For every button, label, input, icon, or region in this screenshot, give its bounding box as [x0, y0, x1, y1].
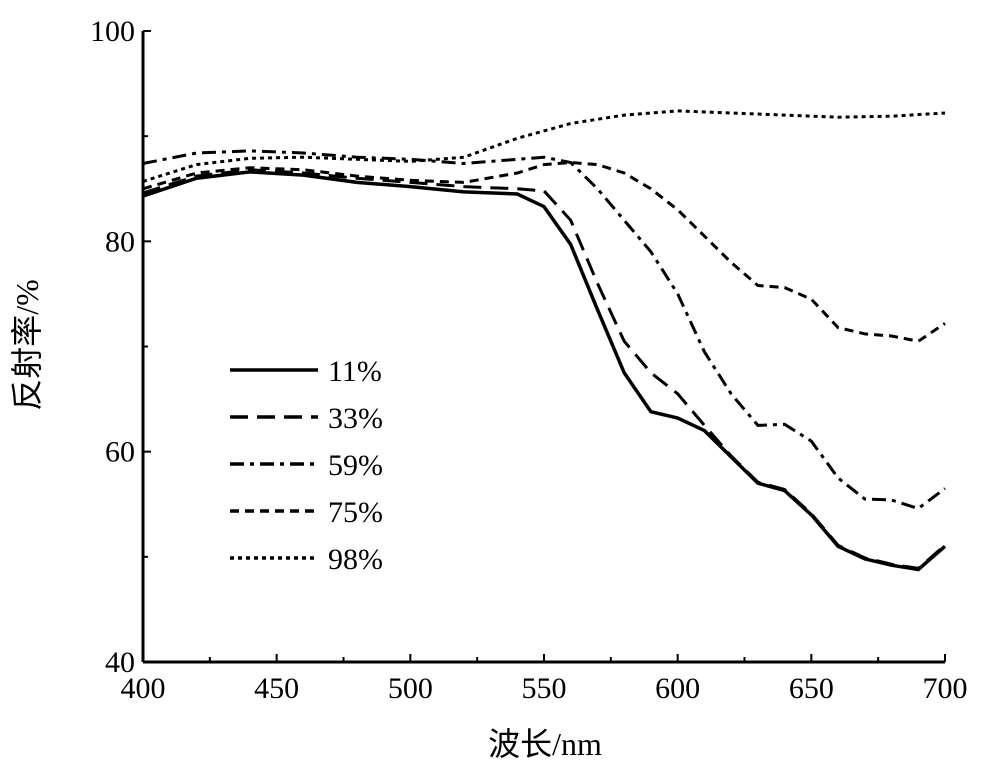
- x-tick-label: 700: [923, 672, 968, 705]
- y-axis-label: 反射率/%: [9, 279, 45, 411]
- y-tick-label: 40: [105, 646, 135, 679]
- legend-label: 11%: [328, 355, 382, 388]
- series-line-59pct: [142, 149, 946, 511]
- legend-label: 33%: [328, 402, 383, 435]
- y-tick-label: 80: [105, 225, 135, 258]
- x-tick-label: 450: [254, 672, 299, 705]
- series-line-33pct: [142, 168, 946, 570]
- x-tick-label: 400: [121, 672, 166, 705]
- series-line-11pct: [142, 170, 947, 572]
- legend-label: 59%: [328, 449, 383, 482]
- legend-label: 98%: [328, 543, 383, 576]
- y-tick-label: 60: [105, 436, 135, 469]
- series-line-98pct: [142, 109, 946, 183]
- x-tick-label: 500: [388, 672, 433, 705]
- x-tick-label: 550: [522, 672, 567, 705]
- legend-label: 75%: [328, 496, 383, 529]
- y-tick-label: 100: [90, 15, 135, 48]
- plot-area: 400 450 500 550 600 650 700 40 60 80 100 11% 33% 59% 7…: [90, 15, 968, 705]
- series-line-75pct: [142, 160, 946, 343]
- x-tick-label: 600: [655, 672, 700, 705]
- x-axis-label: 波长/nm: [488, 726, 602, 762]
- x-tick-label: 650: [789, 672, 834, 705]
